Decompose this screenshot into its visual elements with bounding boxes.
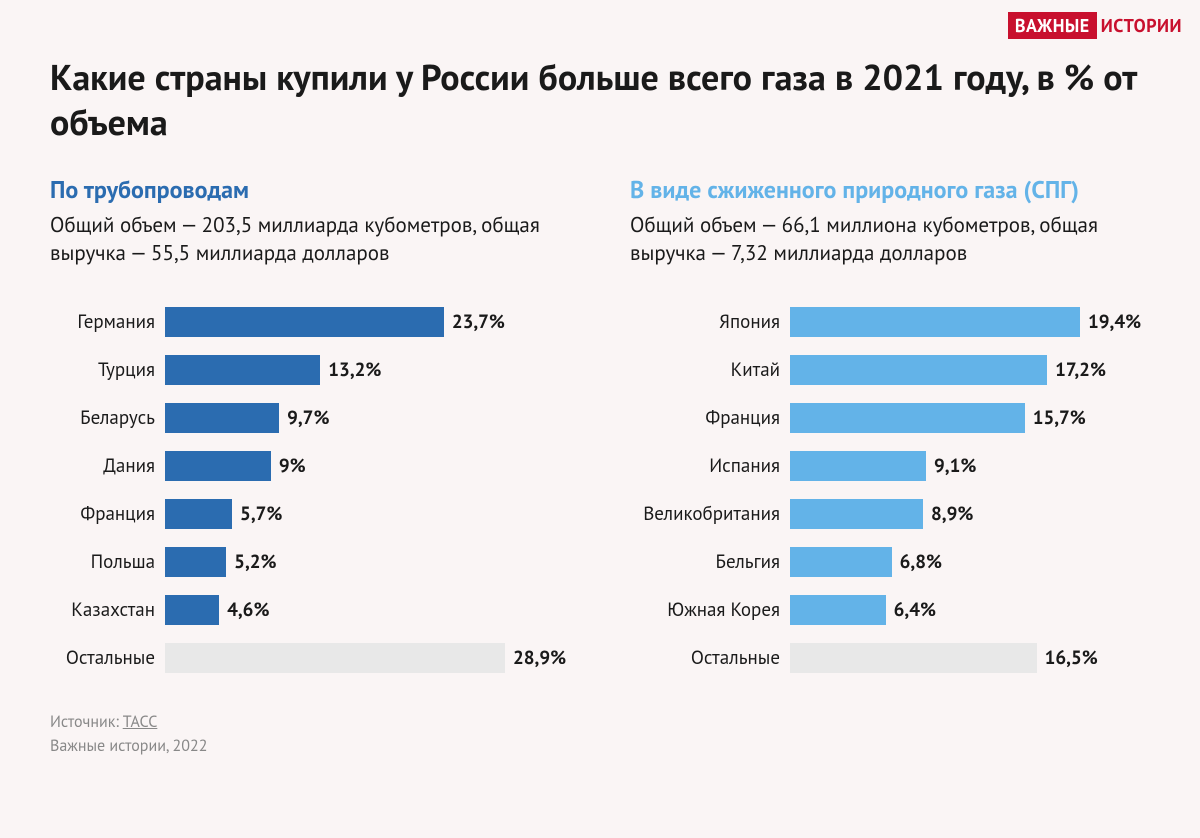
footer: Источник: ТАСС Важные истории, 2022 <box>50 710 1150 758</box>
credit-line: Важные истории, 2022 <box>50 734 1150 758</box>
bar-track: 23,7% <box>165 307 570 337</box>
bar-value: 13,2% <box>328 358 381 382</box>
bar-label: Германия <box>50 310 165 334</box>
bar-label: Остальные <box>50 646 165 670</box>
bar-track: 6,4% <box>790 595 1150 625</box>
chart1-title: По трубопроводам <box>50 174 570 205</box>
chart1-bars: Германия 23,7% Турция 13,2% Беларусь 9,7% Дани… <box>50 298 570 682</box>
bar-row: Испания 9,1% <box>630 442 1150 490</box>
source-line: Источник: ТАСС <box>50 710 1150 734</box>
bar-fill <box>165 547 226 577</box>
bar-track: 5,7% <box>165 499 570 529</box>
bar-label: Казахстан <box>50 598 165 622</box>
charts-row: По трубопроводам Общий объем — 203,5 мил… <box>50 174 1150 682</box>
bar-label: Япония <box>630 310 790 334</box>
bar-fill <box>165 643 505 673</box>
bar-track: 6,8% <box>790 547 1150 577</box>
bar-row: Китай 17,2% <box>630 346 1150 394</box>
bar-label: Южная Корея <box>630 598 790 622</box>
bar-label: Польша <box>50 550 165 574</box>
bar-fill <box>790 451 926 481</box>
bar-label: Бельгия <box>630 550 790 574</box>
bar-track: 28,9% <box>165 643 570 673</box>
bar-fill <box>790 595 886 625</box>
bar-value: 9,7% <box>287 406 329 430</box>
bar-row: Беларусь 9,7% <box>50 394 570 442</box>
bar-track: 19,4% <box>790 307 1150 337</box>
logo-text: ИСТОРИИ <box>1101 14 1182 37</box>
chart1-desc: Общий объем — 203,5 миллиарда кубометров… <box>50 211 570 268</box>
bar-row: Япония 19,4% <box>630 298 1150 346</box>
bar-fill <box>790 355 1047 385</box>
bar-value: 6,8% <box>900 550 942 574</box>
bar-value: 8,9% <box>931 502 973 526</box>
bar-fill <box>165 451 271 481</box>
bar-label: Остальные <box>630 646 790 670</box>
bar-value: 9% <box>279 454 306 478</box>
page-title: Какие страны купили у России больше всег… <box>50 54 1150 144</box>
bar-fill <box>790 643 1037 673</box>
bar-row: Польша 5,2% <box>50 538 570 586</box>
bar-row: Бельгия 6,8% <box>630 538 1150 586</box>
bar-fill <box>165 595 219 625</box>
bar-value: 6,4% <box>894 598 936 622</box>
bar-label: Китай <box>630 358 790 382</box>
bar-track: 13,2% <box>165 355 570 385</box>
bar-value: 17,2% <box>1055 358 1106 382</box>
bar-track: 16,5% <box>790 643 1150 673</box>
bar-value: 23,7% <box>452 310 505 334</box>
bar-track: 17,2% <box>790 355 1150 385</box>
chart2-bars: Япония 19,4% Китай 17,2% Франция 15,7% Испания… <box>630 298 1150 682</box>
bar-label: Франция <box>50 502 165 526</box>
bar-label: Испания <box>630 454 790 478</box>
bar-row: Остальные 28,9% <box>50 634 570 682</box>
bar-label: Беларусь <box>50 406 165 430</box>
bar-fill <box>790 499 923 529</box>
content-container: Какие страны купили у России больше всег… <box>0 0 1200 758</box>
bar-label: Франция <box>630 406 790 430</box>
logo-box: ВАЖНЫЕ <box>1008 12 1097 39</box>
chart-pipeline: По трубопроводам Общий объем — 203,5 мил… <box>50 174 570 682</box>
bar-track: 9,7% <box>165 403 570 433</box>
bar-label: Великобритания <box>630 502 790 526</box>
bar-track: 4,6% <box>165 595 570 625</box>
bar-track: 8,9% <box>790 499 1150 529</box>
bar-label: Турция <box>50 358 165 382</box>
bar-value: 5,7% <box>240 502 282 526</box>
bar-track: 15,7% <box>790 403 1150 433</box>
bar-row: Остальные 16,5% <box>630 634 1150 682</box>
chart-lng: В виде сжиженного природного газа (СПГ) … <box>630 174 1150 682</box>
bar-value: 4,6% <box>227 598 269 622</box>
chart2-title: В виде сжиженного природного газа (СПГ) <box>630 174 1150 205</box>
bar-row: Дания 9% <box>50 442 570 490</box>
bar-row: Великобритания 8,9% <box>630 490 1150 538</box>
chart2-desc: Общий объем — 66,1 миллиона кубометров, … <box>630 211 1150 268</box>
source-label: Источник: <box>50 712 119 732</box>
bar-row: Южная Корея 6,4% <box>630 586 1150 634</box>
bar-value: 9,1% <box>934 454 976 478</box>
bar-value: 15,7% <box>1033 406 1086 430</box>
bar-row: Франция 5,7% <box>50 490 570 538</box>
bar-label: Дания <box>50 454 165 478</box>
bar-fill <box>790 307 1080 337</box>
bar-value: 19,4% <box>1088 310 1141 334</box>
brand-logo: ВАЖНЫЕ ИСТОРИИ <box>1008 12 1182 39</box>
bar-value: 28,9% <box>513 646 566 670</box>
bar-value: 5,2% <box>234 550 276 574</box>
bar-fill <box>165 499 232 529</box>
bar-fill <box>165 403 279 433</box>
bar-row: Казахстан 4,6% <box>50 586 570 634</box>
bar-fill <box>165 307 444 337</box>
bar-track: 5,2% <box>165 547 570 577</box>
bar-row: Германия 23,7% <box>50 298 570 346</box>
bar-fill <box>165 355 320 385</box>
bar-row: Франция 15,7% <box>630 394 1150 442</box>
bar-track: 9,1% <box>790 451 1150 481</box>
source-link: ТАСС <box>123 712 158 732</box>
bar-fill <box>790 547 892 577</box>
bar-track: 9% <box>165 451 570 481</box>
bar-fill <box>790 403 1025 433</box>
bar-value: 16,5% <box>1045 646 1098 670</box>
bar-row: Турция 13,2% <box>50 346 570 394</box>
